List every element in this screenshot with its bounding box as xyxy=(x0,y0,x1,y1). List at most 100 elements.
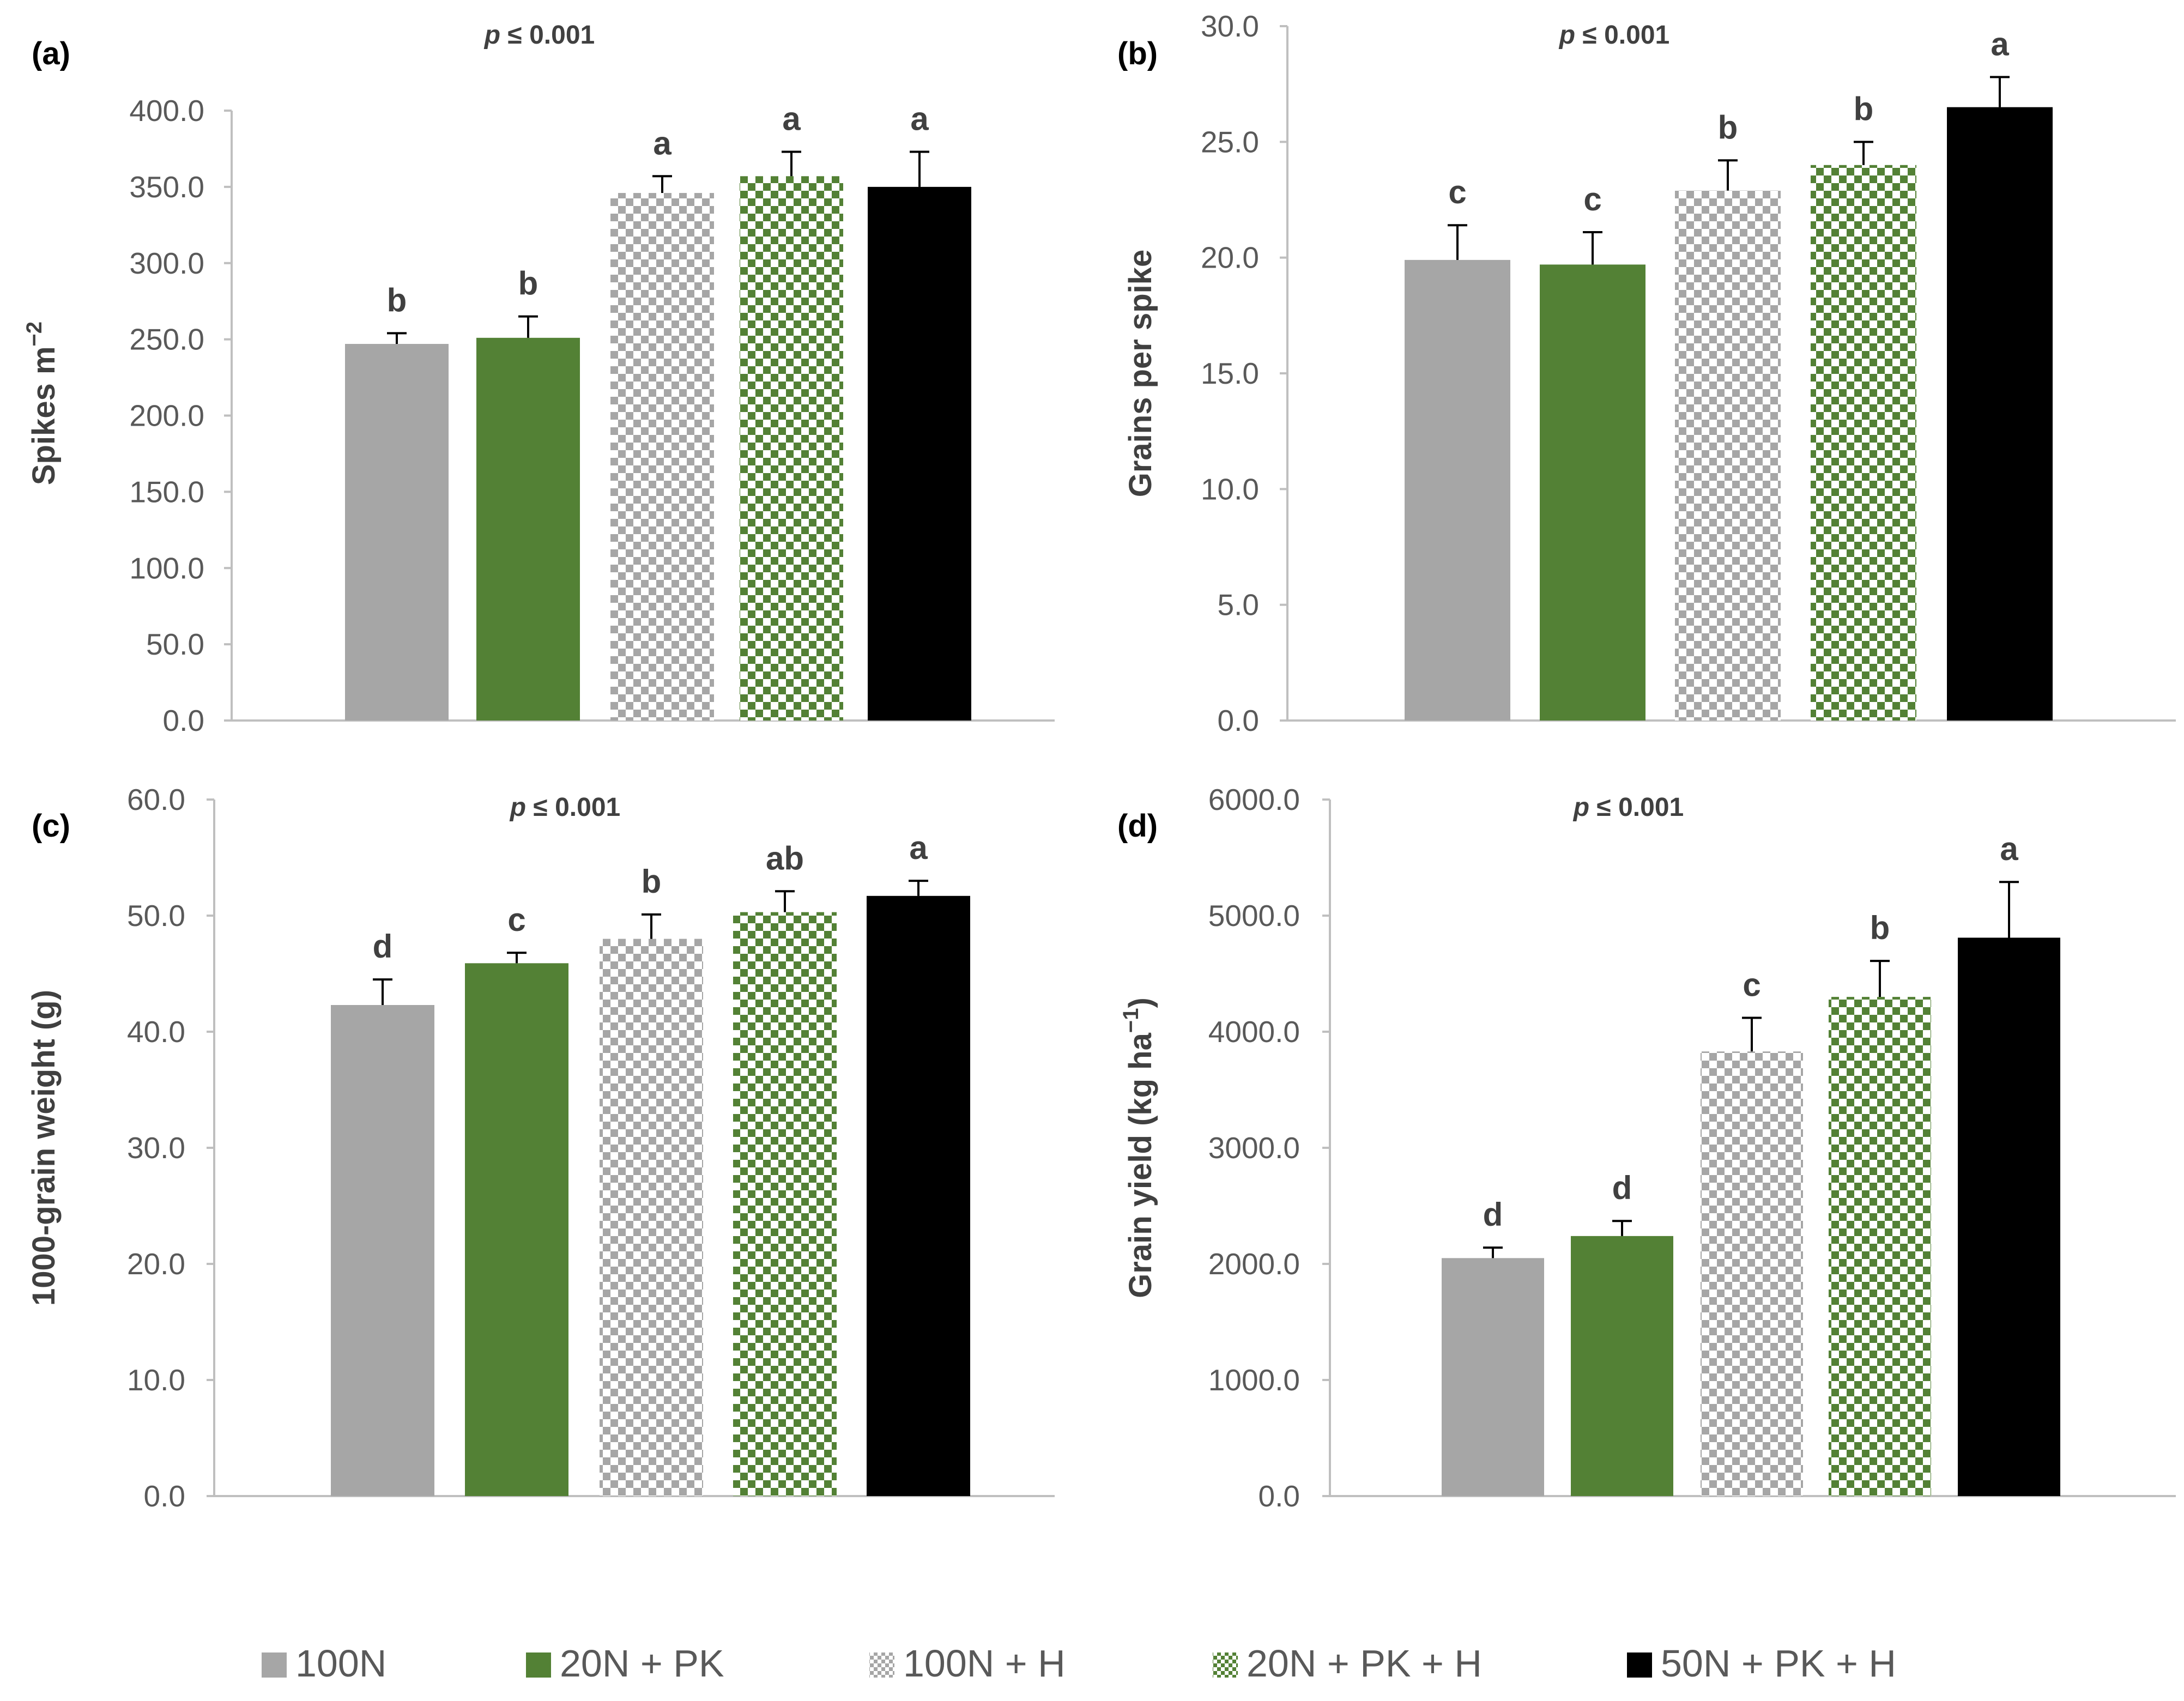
legend-label: 20N + PK xyxy=(560,1642,724,1685)
significance-letter: a xyxy=(782,101,801,137)
legend-swatch xyxy=(1627,1652,1652,1678)
y-tick-label: 4000.0 xyxy=(1208,1015,1300,1049)
y-tick-label: 15.0 xyxy=(1201,356,1259,390)
significance-letter: c xyxy=(1743,966,1760,1003)
legend-label: 20N + PK + H xyxy=(1247,1642,1482,1685)
y-axis-label: Grains per spike xyxy=(1123,250,1158,498)
significance-letter: c xyxy=(1583,181,1601,217)
y-tick-label: 1000.0 xyxy=(1208,1363,1300,1397)
y-tick-label: 0.0 xyxy=(163,704,204,737)
bar-2 xyxy=(1540,264,1645,721)
panels: 0.0 50.0 100.0 150.0 200.0 250.0 300.0 350.0 400… xyxy=(22,9,2176,1513)
legend-item-4: 20N + PK + H xyxy=(1213,1642,1482,1685)
y-tick-label: 0.0 xyxy=(144,1479,185,1513)
y-tick-label: 250.0 xyxy=(129,323,204,356)
p-value-label: p ≤ 0.001 xyxy=(1558,21,1669,50)
significance-letter: a xyxy=(653,125,671,161)
bar-3 xyxy=(600,939,703,1496)
bar-3 xyxy=(610,193,714,721)
bar-4 xyxy=(1829,997,1931,1496)
y-tick-label: 300.0 xyxy=(129,246,204,280)
y-tick-label: 5.0 xyxy=(1218,588,1259,622)
legend: 100N 20N + PK 100N + H 20N + PK + H 50N + PK… xyxy=(262,1642,1896,1685)
significance-letter: b xyxy=(387,282,407,318)
bar-4 xyxy=(1811,165,1916,721)
chart-panel-1: 0.0 50.0 100.0 150.0 200.0 250.0 300.0 350.0 400… xyxy=(22,21,1055,737)
legend-item-1: 100N xyxy=(262,1642,386,1685)
panel-label: (d) xyxy=(1117,808,1158,844)
significance-letter: a xyxy=(2000,831,2018,867)
y-tick-label: 50.0 xyxy=(146,627,204,661)
panel-label: (c) xyxy=(32,808,70,844)
y-tick-label: 350.0 xyxy=(129,170,204,204)
y-axis-label: Spikes m−2 xyxy=(22,322,62,485)
y-tick-label: 10.0 xyxy=(127,1363,185,1397)
y-tick-label: 6000.0 xyxy=(1208,783,1300,816)
y-axis-label: Grain yield (kg ha−1) xyxy=(1119,997,1158,1298)
legend-swatch xyxy=(262,1652,287,1678)
bar-4 xyxy=(733,912,837,1496)
y-tick-label: 40.0 xyxy=(127,1015,185,1049)
chart-panel-4: 0.0 1000.0 2000.0 3000.0 4000.0 5000.0 6000.0 (… xyxy=(1117,783,2176,1513)
y-tick-label: 400.0 xyxy=(129,94,204,128)
legend-swatch xyxy=(1213,1652,1238,1678)
y-tick-label: 50.0 xyxy=(127,899,185,933)
y-tick-label: 200.0 xyxy=(129,399,204,433)
y-tick-label: 30.0 xyxy=(127,1131,185,1165)
bar-1 xyxy=(1442,1258,1544,1496)
y-tick-label: 3000.0 xyxy=(1208,1131,1300,1165)
bar-5 xyxy=(1958,937,2060,1496)
y-tick-label: 25.0 xyxy=(1201,125,1259,159)
bar-2 xyxy=(465,963,568,1496)
bar-1 xyxy=(345,344,449,721)
legend-swatch xyxy=(526,1652,551,1678)
legend-swatch xyxy=(869,1652,894,1678)
significance-letter: a xyxy=(1991,26,2009,62)
significance-letter: b xyxy=(1870,910,1890,946)
bar-4 xyxy=(740,176,843,721)
y-tick-label: 20.0 xyxy=(1201,241,1259,275)
legend-label: 100N + H xyxy=(903,1642,1066,1685)
bar-5 xyxy=(868,186,971,721)
y-tick-label: 0.0 xyxy=(1259,1479,1300,1513)
legend-label: 100N xyxy=(295,1642,386,1685)
bar-5 xyxy=(1947,107,2053,721)
bar-5 xyxy=(867,895,970,1496)
bar-2 xyxy=(476,337,580,721)
bar-1 xyxy=(1405,259,1510,721)
legend-label: 50N + PK + H xyxy=(1661,1642,1896,1685)
significance-letter: c xyxy=(1448,174,1466,210)
y-tick-label: 5000.0 xyxy=(1208,899,1300,933)
chart-panel-3: 0.0 10.0 20.0 30.0 40.0 50.0 60.0 (c) p ≤ 0.001 1… xyxy=(26,783,1055,1513)
bar-3 xyxy=(1675,190,1781,721)
y-tick-label: 10.0 xyxy=(1201,472,1259,506)
significance-letter: b xyxy=(518,265,539,302)
y-tick-label: 30.0 xyxy=(1201,9,1259,43)
y-tick-label: 100.0 xyxy=(129,551,204,585)
y-axis-label: 1000-grain weight (g) xyxy=(26,990,62,1306)
legend-item-5: 50N + PK + H xyxy=(1627,1642,1896,1685)
significance-letter: a xyxy=(909,830,928,866)
significance-letter: b xyxy=(1718,109,1738,146)
y-tick-label: 20.0 xyxy=(127,1247,185,1281)
significance-letter: d xyxy=(373,928,393,965)
significance-letter: d xyxy=(1483,1196,1503,1233)
bar-1 xyxy=(331,1005,434,1496)
y-tick-label: 60.0 xyxy=(127,783,185,816)
significance-letter: b xyxy=(642,863,662,900)
legend-item-3: 100N + H xyxy=(869,1642,1066,1685)
p-value-label: p ≤ 0.001 xyxy=(1572,793,1684,822)
p-value-label: p ≤ 0.001 xyxy=(483,21,595,50)
significance-letter: ab xyxy=(766,840,804,876)
p-value-label: p ≤ 0.001 xyxy=(509,793,620,822)
significance-letter: a xyxy=(910,101,929,137)
legend-item-2: 20N + PK xyxy=(526,1642,724,1685)
panel-label: (b) xyxy=(1117,36,1158,71)
y-tick-label: 2000.0 xyxy=(1208,1247,1300,1281)
significance-letter: b xyxy=(1854,90,1874,127)
bar-2 xyxy=(1571,1236,1673,1496)
significance-letter: c xyxy=(507,901,525,938)
panel-label: (a) xyxy=(32,36,70,71)
